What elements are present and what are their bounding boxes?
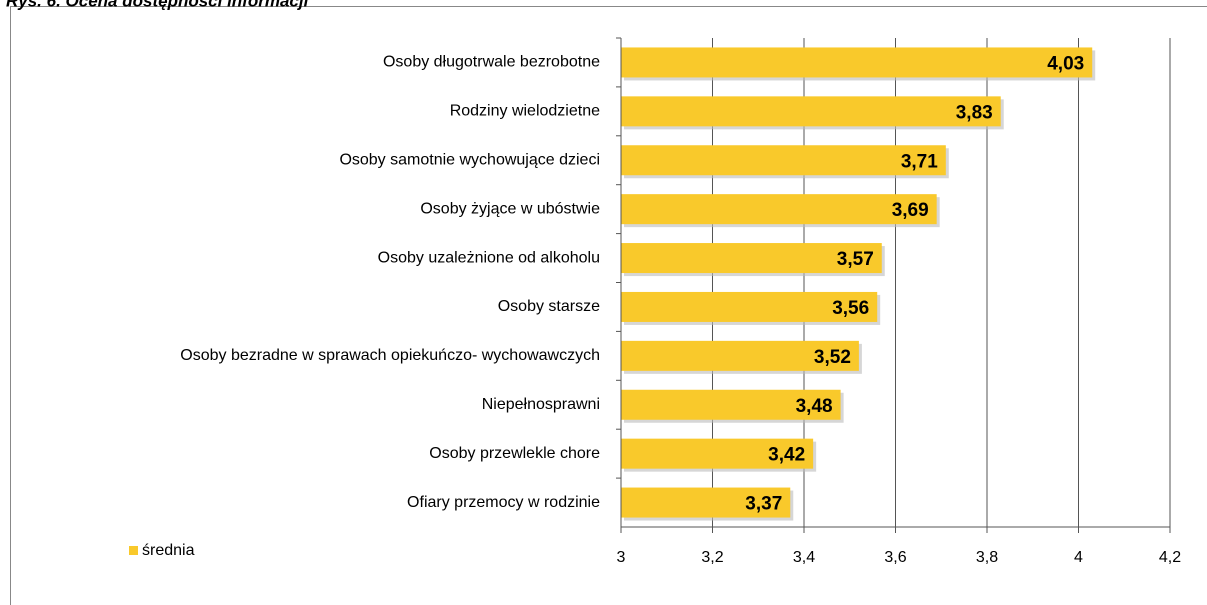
data-label: 3,69 [892, 200, 929, 221]
data-label: 3,71 [901, 151, 938, 172]
data-label: 3,52 [814, 347, 851, 368]
bar [621, 487, 791, 518]
data-label: 3,57 [837, 249, 874, 270]
data-label: 3,37 [745, 494, 782, 515]
y-tick-label: Osoby samotnie wychowujące dzieci [339, 151, 600, 168]
x-tick-label: 4,2 [1159, 549, 1181, 566]
chart-title: Rys. 6. Ocena dostępności informacji [6, 0, 310, 10]
x-tick-label: 3,2 [701, 549, 723, 566]
bar [621, 438, 814, 469]
data-label: 3,56 [832, 298, 869, 319]
y-tick-label: Osoby przewlekle chore [429, 445, 600, 462]
legend-label: średnia [142, 542, 195, 559]
y-tick-label: Osoby bezradne w sprawach opiekuńczo- wy… [180, 347, 600, 364]
y-tick-label: Osoby żyjące w ubóstwie [420, 200, 600, 217]
bar [621, 194, 937, 225]
y-tick-label: Osoby starsze [498, 298, 600, 315]
title-bg [0, 0, 700, 6]
bar [621, 389, 841, 420]
x-tick-label: 3,8 [976, 549, 998, 566]
data-label: 3,83 [956, 102, 993, 123]
y-tick-label: Rodziny wielodzietne [450, 103, 600, 120]
bar [621, 145, 946, 176]
y-tick-label: Ofiary przemocy w rodzinie [407, 494, 600, 511]
x-tick-label: 4 [1074, 549, 1083, 566]
bar [621, 47, 1093, 78]
y-tick-label: Osoby uzależnione od alkoholu [378, 249, 600, 266]
bar [621, 340, 859, 371]
chart-frame [10, 6, 1207, 605]
x-tick-label: 3,6 [884, 549, 906, 566]
data-label: 4,03 [1047, 53, 1084, 74]
bar [621, 291, 878, 322]
bar [621, 96, 1001, 127]
bar [621, 243, 882, 274]
x-tick-label: 3 [617, 549, 626, 566]
data-label: 3,48 [796, 396, 833, 417]
y-tick-label: Osoby długotrwale bezrobotne [383, 54, 600, 71]
x-tick-label: 3,4 [793, 549, 815, 566]
data-label: 3,42 [768, 445, 805, 466]
legend-swatch [129, 546, 138, 555]
y-tick-label: Niepełnosprawni [482, 396, 600, 413]
